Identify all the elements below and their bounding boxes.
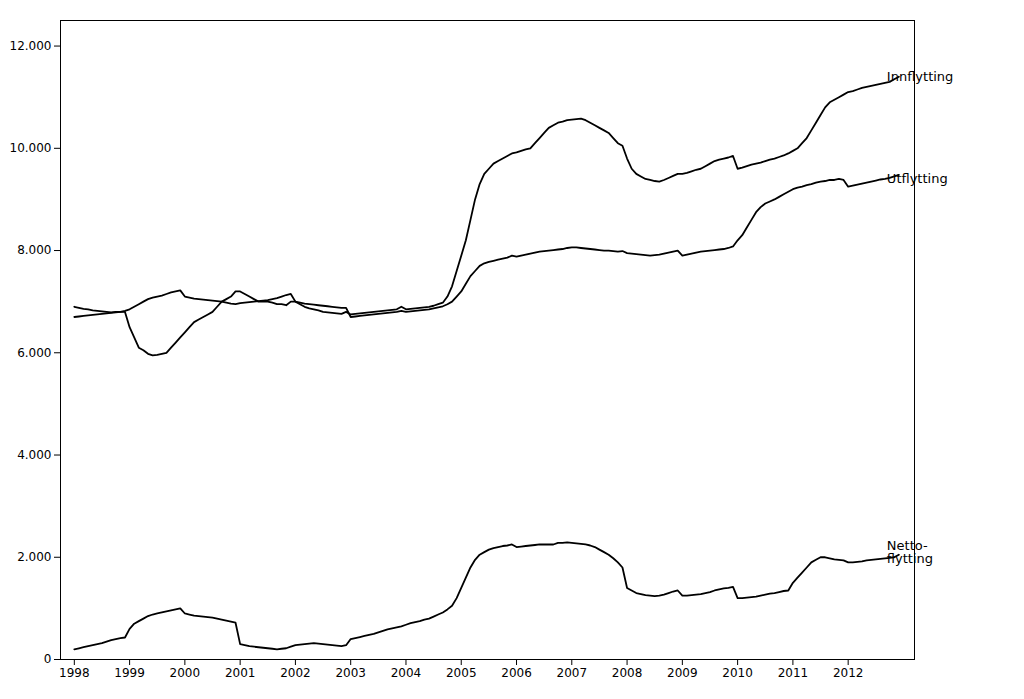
svg-text:8.000: 8.000: [17, 243, 51, 257]
svg-text:12.000: 12.000: [10, 39, 52, 53]
svg-text:2.000: 2.000: [17, 550, 51, 564]
svg-text:4.000: 4.000: [17, 448, 51, 462]
svg-text:2010: 2010: [722, 666, 753, 680]
svg-text:Netto-flytting: Netto-flytting: [887, 538, 933, 566]
svg-text:2002: 2002: [280, 666, 311, 680]
svg-text:10.000: 10.000: [10, 141, 52, 155]
svg-text:2005: 2005: [446, 666, 477, 680]
svg-text:1999: 1999: [114, 666, 145, 680]
svg-text:2012: 2012: [833, 666, 864, 680]
svg-text:2011: 2011: [778, 666, 809, 680]
svg-text:2008: 2008: [612, 666, 643, 680]
svg-text:2003: 2003: [335, 666, 366, 680]
svg-text:2006: 2006: [501, 666, 532, 680]
svg-text:2004: 2004: [391, 666, 422, 680]
svg-text:Utflytting: Utflytting: [887, 171, 948, 186]
svg-text:1998: 1998: [59, 666, 90, 680]
svg-text:2009: 2009: [667, 666, 698, 680]
svg-text:2007: 2007: [557, 666, 588, 680]
svg-text:6.000: 6.000: [17, 346, 51, 360]
svg-text:2000: 2000: [170, 666, 201, 680]
svg-text:0: 0: [44, 652, 52, 666]
svg-text:2001: 2001: [225, 666, 256, 680]
svg-text:Innflytting: Innflytting: [887, 69, 954, 84]
